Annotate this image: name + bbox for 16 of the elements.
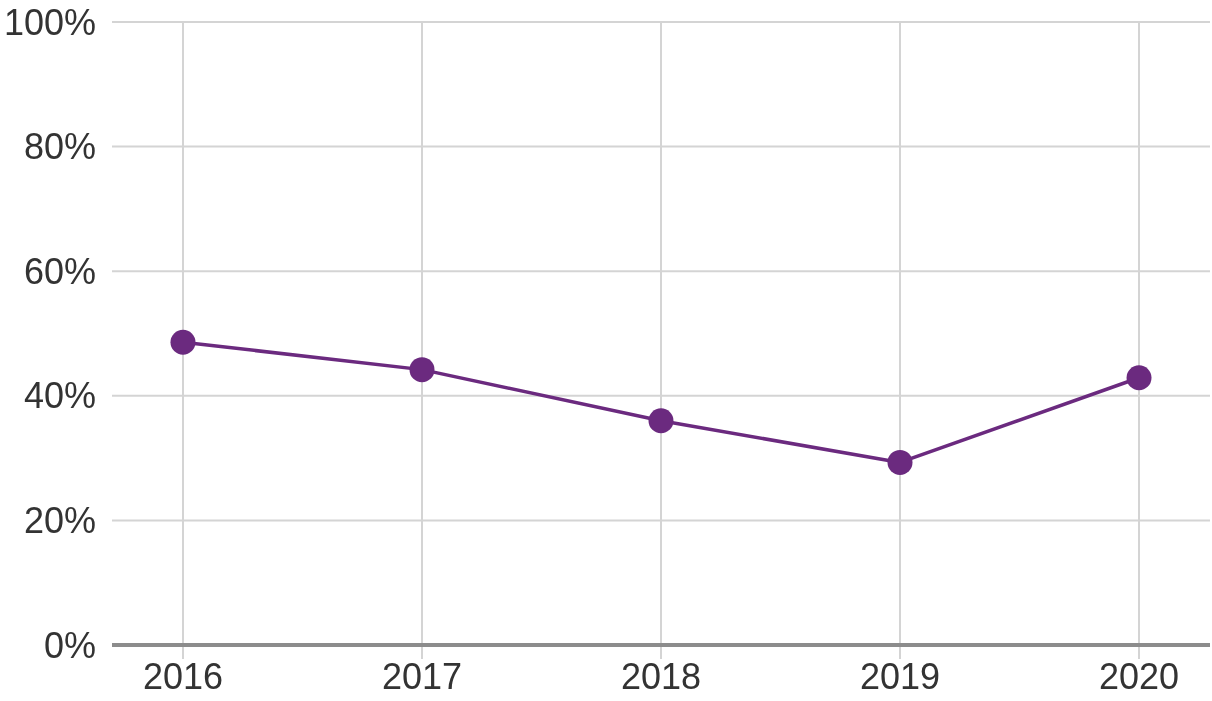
x-tick-label: 2016 <box>142 656 224 697</box>
y-tick-label: 60% <box>23 250 96 292</box>
y-tick-label: 80% <box>23 126 96 168</box>
point <box>409 357 435 383</box>
x-tick-label: 2017 <box>381 656 463 697</box>
point <box>887 449 913 475</box>
point <box>648 408 674 434</box>
x-tick-label: 2020 <box>1098 656 1180 697</box>
x-tick-label: 2019 <box>859 656 941 697</box>
x-tick-label: 2018 <box>620 656 702 697</box>
point <box>1126 365 1152 391</box>
y-tick-label: 40% <box>23 375 96 417</box>
y-tick-label: 100% <box>3 1 96 43</box>
point <box>170 329 196 355</box>
y-tick-label: 20% <box>23 500 96 541</box>
y-tick-label: 0% <box>43 624 96 666</box>
